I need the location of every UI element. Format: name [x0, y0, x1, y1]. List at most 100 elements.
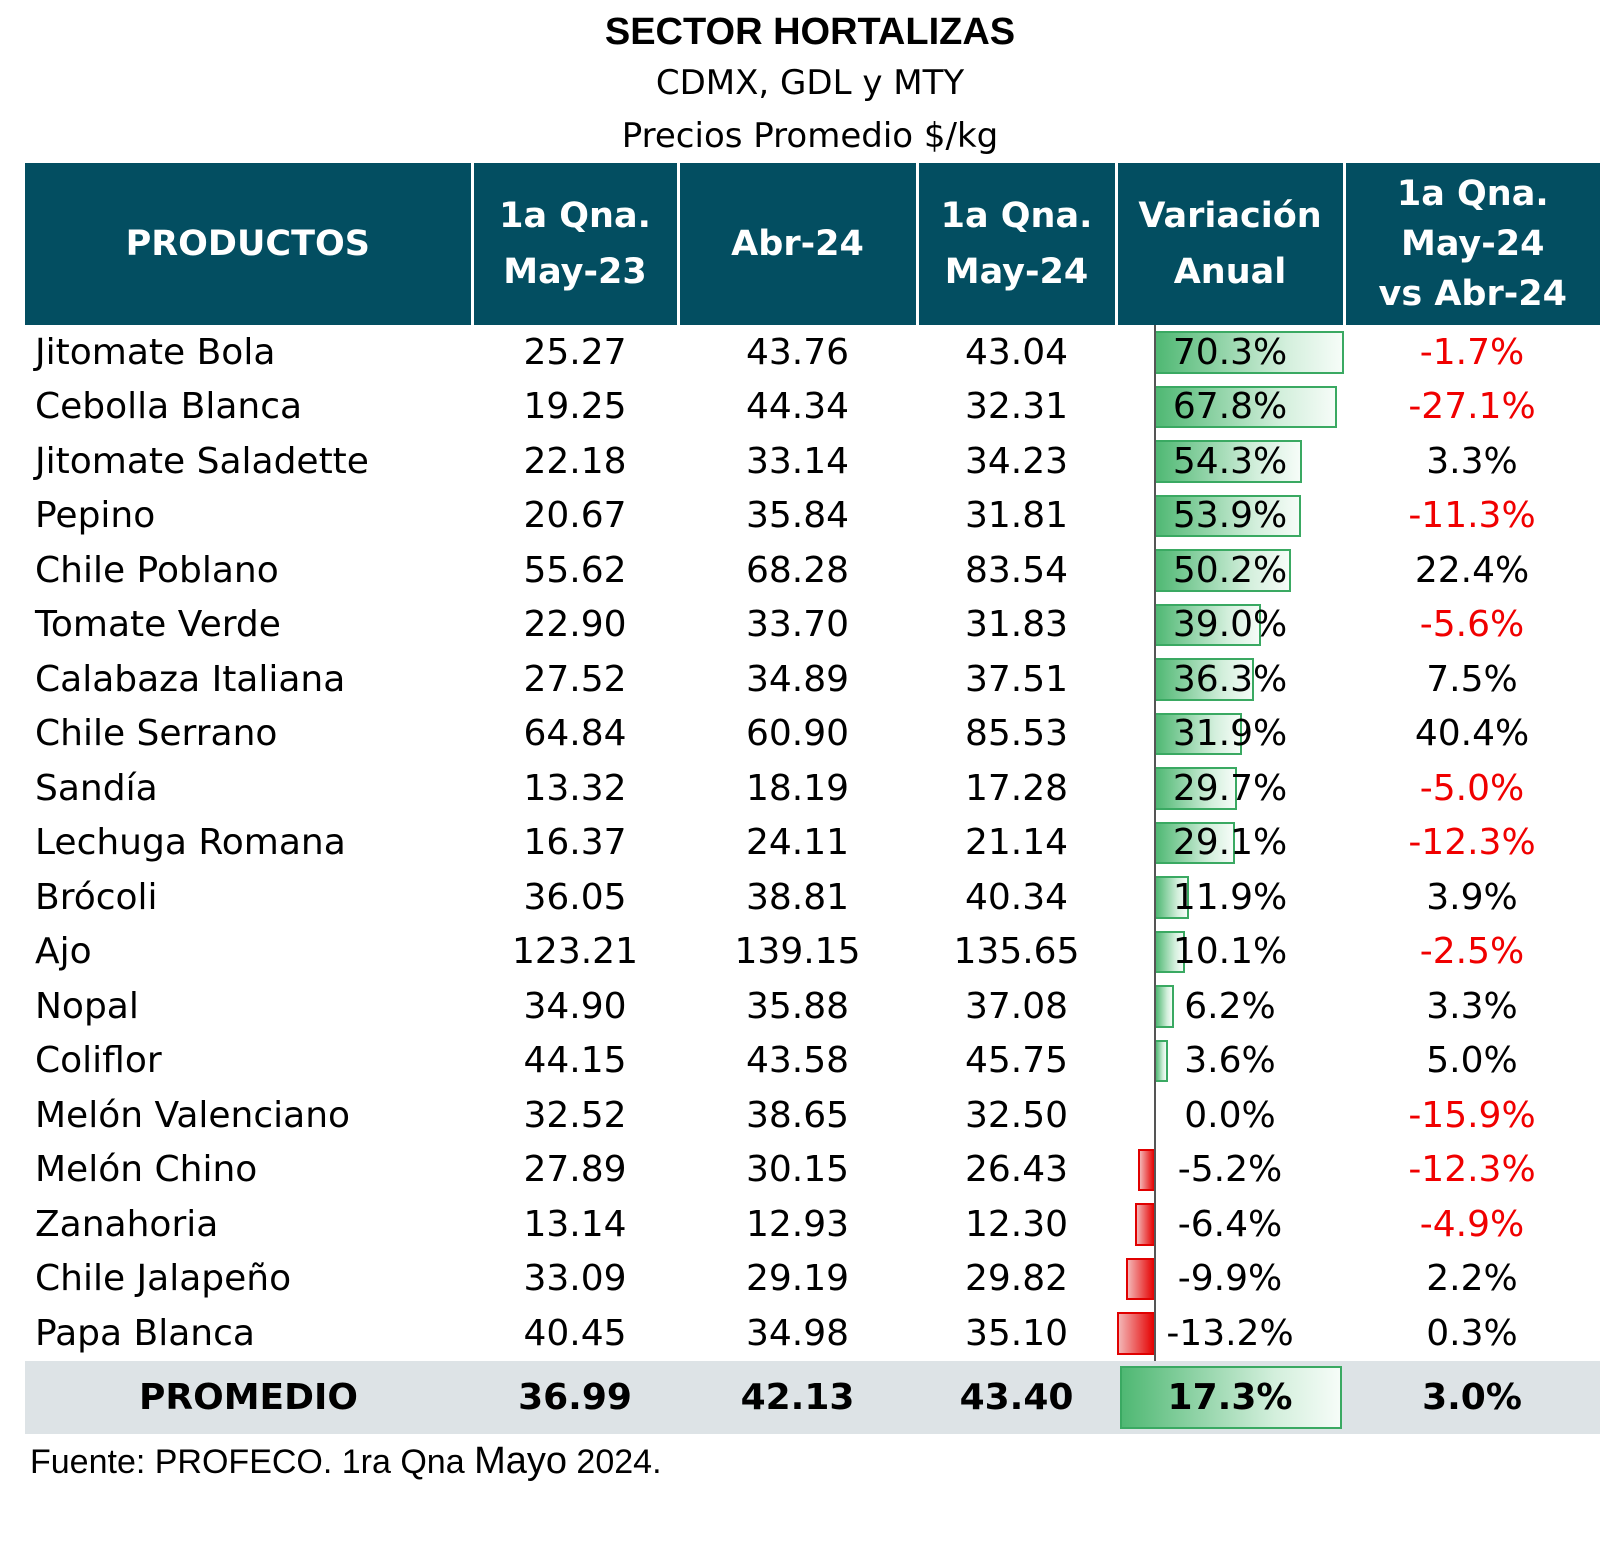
bar-axis	[1154, 870, 1156, 925]
source-month: Mayo	[474, 1440, 567, 1482]
table-row: Chile Jalapeño 33.09 29.19 29.82 -9.9% 2.2%	[25, 1251, 1600, 1306]
positive-bar	[1156, 712, 1243, 755]
variacion-anual-cell: 29.7%	[1116, 761, 1344, 816]
header-may24-label: 1a Qna. May-24	[941, 196, 1093, 292]
price-may24: 85.53	[964, 713, 1069, 755]
product-name: Zanahoria	[35, 1203, 219, 1245]
variacion-vs-abr24: 2.2%	[1426, 1258, 1518, 1300]
bar-axis	[1154, 1033, 1156, 1088]
header-line: 1a Qna.	[499, 196, 651, 236]
positive-bar	[1156, 658, 1255, 701]
price-may23: 36.99	[472, 1360, 678, 1434]
variacion-anual-cell: 0.0%	[1116, 1088, 1344, 1143]
product-name: Chile Poblano	[35, 549, 279, 591]
price-may23: 32.52	[523, 1094, 627, 1136]
table-row: Zanahoria 13.14 12.93 12.30 -6.4% -4.9%	[25, 1197, 1600, 1252]
bar-axis	[1154, 979, 1156, 1034]
variacion-vs-abr24: -1.7%	[1419, 331, 1525, 373]
header-productos: PRODUCTOS	[25, 163, 472, 325]
table-row: Melón Chino 27.89 30.15 26.43 -5.2% -12.3%	[25, 1142, 1600, 1197]
variacion-anual-value: -5.2%	[1177, 1149, 1283, 1191]
product-name: Pepino	[35, 495, 156, 537]
variacion-anual-cell: 53.9%	[1116, 488, 1344, 543]
positive-bar	[1156, 821, 1235, 864]
variacion-vs-abr24: -27.1%	[1408, 386, 1536, 428]
header-variacion-anual: Variación Anual	[1114, 163, 1344, 325]
table-row: Coliflor 44.15 43.58 45.75 3.6% 5.0%	[25, 1033, 1600, 1088]
positive-bar	[1120, 1365, 1342, 1429]
title-block: SECTOR HORTALIZAS CDMX, GDL y MTY Precio…	[0, 8, 1600, 162]
table-row: Brócoli 36.05 38.81 40.34 11.9% 3.9%	[25, 870, 1600, 925]
price-abr24: 24.11	[745, 822, 850, 864]
positive-bar	[1156, 876, 1190, 919]
price-may23: 22.90	[523, 604, 627, 646]
price-may23: 55.62	[523, 549, 627, 591]
table-row: Melón Valenciano 32.52 38.65 32.50 0.0% -15.9…	[25, 1088, 1600, 1143]
header-row: PRODUCTOS 1a Qna. May-23 Abr-24 1a Qna. Ma…	[25, 163, 1600, 325]
bar-axis	[1154, 543, 1156, 598]
variacion-anual-value: 53.9%	[1172, 495, 1288, 537]
header-may23-label: 1a Qna. May-23	[499, 196, 651, 292]
positive-bar	[1156, 767, 1237, 810]
source-text: Fuente: PROFECO. 1ra Qna	[30, 1443, 475, 1481]
price-may24: 37.51	[964, 658, 1069, 700]
positive-bar	[1156, 1039, 1168, 1082]
price-abr24: 38.65	[745, 1094, 850, 1136]
variacion-anual-value: 29.1%	[1172, 822, 1288, 864]
variacion-anual-value: 6.2%	[1184, 985, 1276, 1027]
header-line: May-24	[944, 252, 1089, 292]
negative-bar	[1135, 1203, 1154, 1246]
positive-bar	[1156, 603, 1262, 646]
price-may23: 64.84	[523, 713, 627, 755]
variacion-anual-cell: -13.2%	[1116, 1306, 1344, 1361]
table-row: Jitomate Bola 25.27 43.76 43.04 70.3% -1.7%	[25, 325, 1600, 380]
variacion-vs-abr24: 3.0%	[1344, 1360, 1600, 1434]
header-line: 1a Qna.	[940, 196, 1093, 236]
price-abr24: 30.15	[745, 1149, 850, 1191]
price-may24: 135.65	[953, 931, 1080, 973]
price-may24: 31.83	[964, 604, 1069, 646]
table-row: Cebolla Blanca 19.25 44.34 32.31 67.8% -27.1%	[25, 379, 1600, 434]
variacion-vs-abr24: -4.9%	[1419, 1203, 1525, 1245]
variacion-anual-value: 3.6%	[1184, 1040, 1276, 1082]
price-abr24: 35.84	[745, 495, 850, 537]
variacion-anual-value: 29.7%	[1172, 767, 1288, 809]
bar-axis	[1154, 488, 1156, 543]
price-may24: 35.10	[964, 1312, 1069, 1354]
price-abr24: 34.89	[745, 658, 850, 700]
average-row: PROMEDIO 36.99 42.13 43.40 17.3% 3.0%	[25, 1360, 1600, 1434]
variacion-anual-cell: 10.1%	[1116, 924, 1344, 979]
header-vs-label: 1a Qna. May-24 vs Abr-24	[1379, 174, 1567, 314]
bar-axis	[1154, 761, 1156, 816]
table-row: Ajo 123.21 139.15 135.65 10.1% -2.5%	[25, 924, 1600, 979]
product-name: Cebolla Blanca	[35, 386, 303, 428]
variacion-anual-value: 17.3%	[1167, 1376, 1293, 1418]
price-may24: 43.04	[964, 331, 1069, 373]
price-abr24: 38.81	[745, 876, 850, 918]
table-row: Chile Poblano 55.62 68.28 83.54 50.2% 22.4%	[25, 543, 1600, 598]
chart-subtitle-units: Precios Promedio $/kg	[621, 116, 999, 156]
table-row: Jitomate Saladette 22.18 33.14 34.23 54.3% 3.…	[25, 434, 1600, 489]
bar-axis	[1154, 652, 1156, 707]
header-line: May-24	[1401, 224, 1545, 264]
positive-bar	[1156, 930, 1185, 973]
table-row: Nopal 34.90 35.88 37.08 6.2% 3.3%	[25, 979, 1600, 1034]
variacion-anual-cell: 29.1%	[1116, 815, 1344, 870]
variacion-anual-cell: 3.6%	[1116, 1033, 1344, 1088]
price-may23: 123.21	[512, 931, 638, 973]
variacion-anual-cell: 36.3%	[1116, 652, 1344, 707]
variacion-anual-value: 67.8%	[1172, 386, 1288, 428]
variacion-anual-value: -6.4%	[1177, 1203, 1283, 1245]
price-abr24: 29.19	[745, 1258, 850, 1300]
price-may23: 16.37	[523, 822, 627, 864]
positive-bar	[1156, 494, 1301, 537]
variacion-vs-abr24: 40.4%	[1414, 713, 1530, 755]
variacion-anual-cell: -5.2%	[1116, 1142, 1344, 1197]
header-vs-abr24: 1a Qna. May-24 vs Abr-24	[1342, 163, 1600, 325]
product-name: Coliflor	[35, 1040, 162, 1082]
variacion-anual-cell: 17.3%	[1116, 1360, 1344, 1434]
variacion-anual-cell: 70.3%	[1116, 325, 1344, 380]
price-may23: 34.90	[523, 985, 627, 1027]
bar-axis	[1154, 1251, 1156, 1306]
product-name: Ajo	[35, 931, 92, 973]
